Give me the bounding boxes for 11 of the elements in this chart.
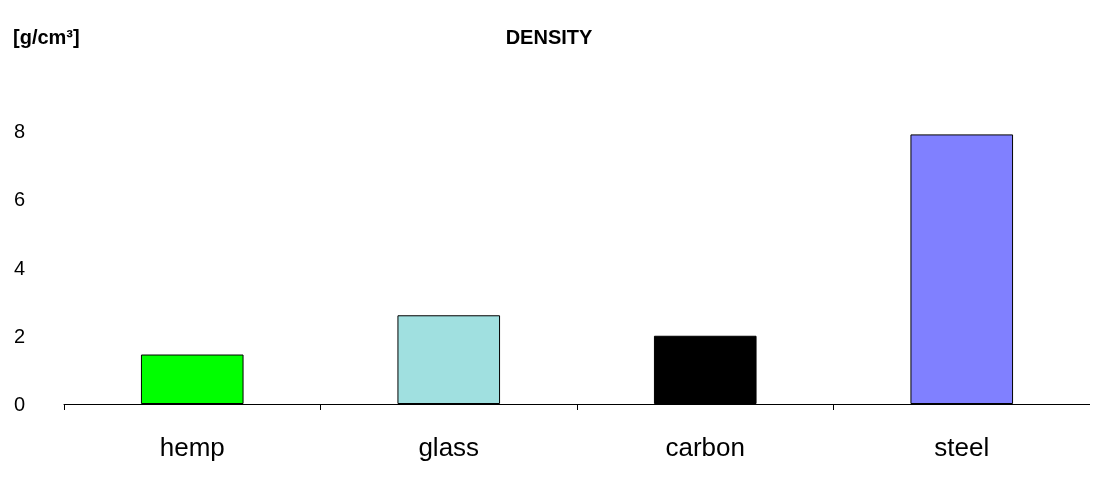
y-tick-label: 2 (14, 324, 26, 347)
x-tick-label: steel (934, 432, 990, 462)
y-axis-title: [g/cm³] (13, 26, 80, 48)
y-tick-label: 0 (14, 393, 26, 415)
y-tick-label: 4 (14, 256, 26, 279)
y-tick-label: 6 (14, 188, 26, 211)
x-tick-label: carbon (665, 432, 745, 462)
x-tick-label: hemp (159, 432, 225, 462)
x-tick-label: glass (418, 432, 480, 462)
chart-title: DENSITY (505, 26, 593, 48)
y-tick-label: 8 (14, 120, 26, 142)
